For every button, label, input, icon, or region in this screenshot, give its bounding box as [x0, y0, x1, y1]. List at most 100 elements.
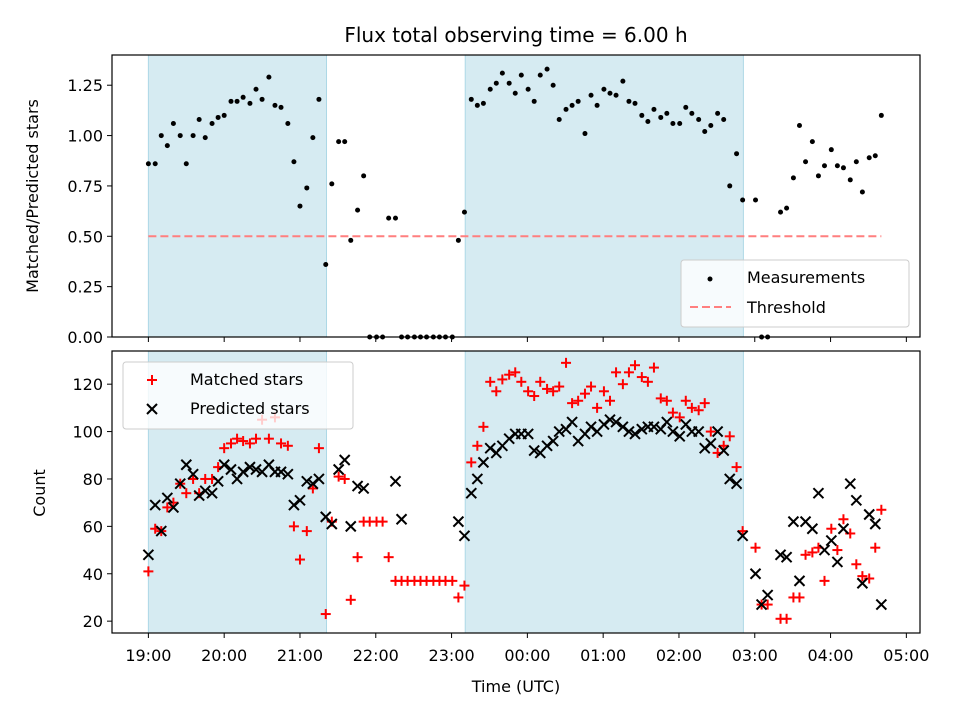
shaded-span: [147, 54, 328, 338]
measurement-point: [588, 92, 594, 98]
predicted-star-point: [357, 482, 370, 495]
measurement-point: [487, 86, 493, 92]
measurement-point: [689, 110, 695, 116]
predicted-star-point: [465, 487, 477, 499]
matched-star-point: [762, 599, 773, 610]
matched-star-point: [466, 457, 477, 468]
measurement-point: [790, 175, 796, 181]
measurement-point: [683, 104, 689, 110]
measurement-point: [170, 120, 176, 126]
measurement-point: [840, 165, 846, 171]
measurement-point: [651, 106, 657, 112]
matched-star-point: [674, 412, 685, 423]
measurement-point: [821, 163, 827, 169]
matched-star-point: [232, 433, 243, 444]
measurement-point: [702, 129, 708, 135]
measurement-point: [234, 98, 240, 104]
measurement-point: [734, 151, 740, 157]
matched-star-point: [294, 554, 305, 565]
predicted-star-point: [167, 501, 180, 514]
measurement-point: [518, 72, 524, 78]
measurement-point: [620, 78, 626, 84]
predicted-star-point: [774, 549, 787, 561]
predicted-star-point: [142, 549, 155, 561]
measurement-point: [815, 173, 821, 179]
count-panel-frame: [111, 350, 921, 634]
matched-star-point: [561, 357, 572, 368]
matched-star-point: [573, 395, 584, 406]
x-tick-label: 01:00: [580, 646, 626, 665]
measurement-point: [569, 102, 575, 108]
predicted-star-point: [787, 515, 800, 528]
matched-star-point: [301, 526, 312, 537]
predicted-star-point: [389, 475, 402, 488]
matched-star-point: [642, 376, 653, 387]
measurement-point: [753, 197, 759, 203]
measurement-point: [531, 98, 537, 104]
measurement-point: [310, 135, 316, 141]
measurement-point: [316, 96, 322, 102]
matched-star-point: [567, 398, 578, 409]
predicted-star-point: [452, 515, 465, 528]
measurement-point: [796, 123, 802, 128]
matched-star-point: [181, 488, 192, 499]
matched-star-point: [731, 462, 742, 473]
matched-star-point: [497, 374, 508, 385]
measurement-point: [323, 261, 329, 267]
measurement-point: [336, 139, 342, 145]
measurement-point: [872, 153, 878, 159]
measurement-point: [228, 98, 234, 104]
matched-star-point: [542, 383, 553, 394]
matched-star-point: [579, 388, 590, 399]
count-legend: Matched stars Predicted stars: [122, 361, 354, 430]
predicted-star-point: [661, 416, 673, 428]
matched-star-point: [623, 367, 634, 378]
predicted-star-point: [667, 425, 679, 438]
x-tick-label: 20:00: [201, 646, 247, 665]
predicted-star-point: [338, 454, 351, 466]
matched-star-point: [244, 438, 255, 449]
matched-star-point: [523, 386, 534, 397]
predicted-star-point: [837, 523, 850, 535]
predicted-star-point: [761, 589, 774, 601]
measurement-point: [639, 112, 645, 118]
y-tick-label: 20: [83, 612, 103, 631]
matched-star-point: [143, 566, 154, 577]
matched-star-point: [870, 542, 881, 553]
predicted-star-point: [218, 459, 230, 471]
matched-star-point: [800, 549, 811, 560]
legend-threshold-label: Threshold: [746, 298, 826, 317]
measurement-point: [291, 159, 297, 165]
measurement-point: [594, 102, 600, 108]
matched-star-point: [535, 376, 546, 387]
measurement-point: [658, 114, 664, 120]
matched-star-point: [586, 381, 597, 392]
measurement-point: [468, 96, 474, 102]
matched-star-point: [826, 523, 837, 534]
matched-star-point: [276, 438, 287, 449]
matched-star-point: [472, 440, 483, 451]
matched-star-point: [598, 386, 609, 397]
legend-predicted-label: Predicted stars: [190, 399, 310, 418]
measurement-point: [721, 116, 727, 122]
predicted-star-point: [471, 473, 484, 485]
legend-measurements-label: Measurements: [747, 268, 865, 287]
y-tick-label: 1.25: [67, 76, 103, 95]
measurement-point: [266, 74, 272, 80]
predicted-star-point: [332, 463, 345, 476]
y-tick-label: 60: [83, 517, 103, 536]
y-tick-label: 0.50: [67, 227, 103, 246]
measurement-point: [215, 114, 221, 120]
predicted-star-point: [282, 468, 294, 480]
x-tick-label: 19:00: [125, 646, 171, 665]
measurement-point: [778, 209, 784, 215]
matched-star-point: [491, 386, 502, 397]
measurement-point: [878, 112, 884, 118]
matched-star-point: [529, 391, 540, 402]
measurement-point: [847, 177, 853, 183]
predicted-star-point: [812, 487, 825, 499]
measurement-point: [866, 155, 872, 161]
matched-star-point: [693, 405, 704, 416]
shaded-span: [464, 350, 744, 634]
